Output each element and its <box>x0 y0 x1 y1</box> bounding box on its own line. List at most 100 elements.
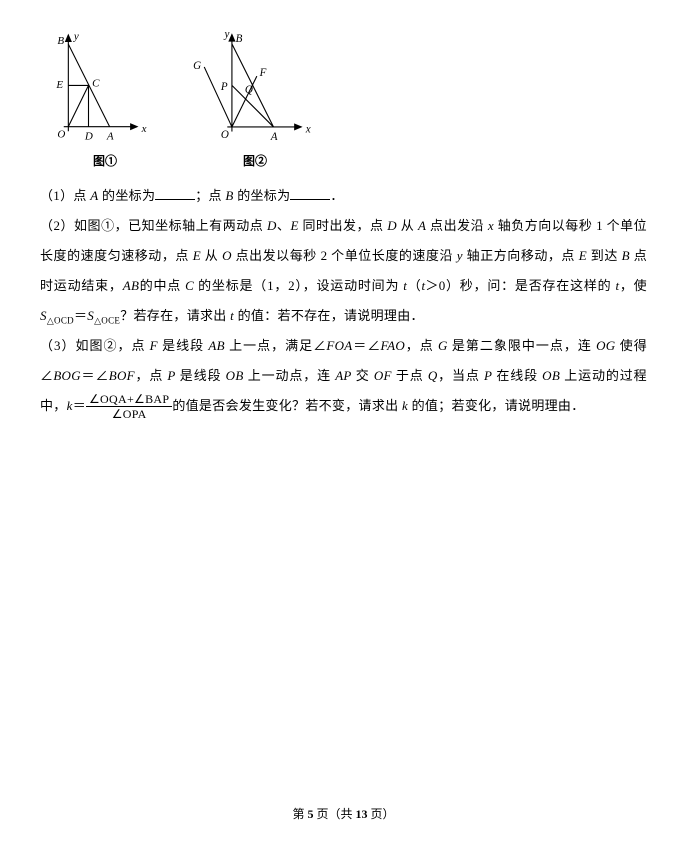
p1-t: ． <box>330 188 343 203</box>
t: 的值：若不存在，请说明理由． <box>234 308 424 323</box>
problem-3: （3）如图②，点 F 是线段 AB 上一点，满足∠FOA＝∠FAO，点 G 是第… <box>40 331 647 421</box>
t: ？若存在，请求出 <box>120 308 230 323</box>
sub: △OCE <box>94 315 120 325</box>
p1-text: （1）点 <box>40 188 90 203</box>
footer-prefix: 第 <box>292 807 307 821</box>
t: 到达 <box>587 248 622 263</box>
t: ＝ <box>81 368 95 383</box>
v: E <box>290 218 298 233</box>
t: ，当点 <box>438 368 484 383</box>
footer-suffix: 页） <box>368 807 395 821</box>
p1-t: ；点 <box>195 188 225 203</box>
t: 点出发以每秒 2 个单位长度的速度沿 <box>232 248 457 263</box>
v: F <box>150 338 158 353</box>
v: C <box>185 278 194 293</box>
blank-A <box>155 187 195 200</box>
v: O <box>222 248 232 263</box>
svg-text:O: O <box>57 129 65 141</box>
svg-text:x: x <box>141 123 147 135</box>
svg-text:A: A <box>106 131 114 143</box>
frac-den: ∠OPA <box>86 407 172 420</box>
v: BOG <box>53 368 81 383</box>
t: 是线段 <box>176 368 226 383</box>
sub: △OCD <box>47 315 74 325</box>
t: 轴正方向移动，点 <box>463 248 579 263</box>
svg-text:D: D <box>84 131 93 143</box>
problem-2: （2）如图①，已知坐标轴上有两动点 D、E 同时出发，点 D 从 A 点出发沿 … <box>40 211 647 331</box>
t: 于点 <box>392 368 428 383</box>
v: AB <box>123 278 139 293</box>
page-content: O A x B y D E C 图① <box>0 0 687 421</box>
t: ＞0）秒，问：是否存在这样的 <box>425 278 615 293</box>
v: OG <box>596 338 615 353</box>
figure-2-svg: O A x B y G P Q F <box>190 30 320 150</box>
v: B <box>622 248 630 263</box>
svg-text:C: C <box>92 77 100 89</box>
svg-text:y: y <box>224 30 230 40</box>
frac-num: ∠OQA+∠BAP <box>86 393 172 407</box>
page-footer: 第 5 页（共 13 页） <box>0 805 687 822</box>
v: FOA <box>326 338 352 353</box>
t: 的坐标是（1，2），设运动时间为 <box>194 278 403 293</box>
t: （2）如图①，已知坐标轴上有两动点 <box>40 218 267 233</box>
t: 交 <box>352 368 374 383</box>
t: 从 <box>397 218 418 233</box>
figures-row: O A x B y D E C 图① <box>50 30 647 169</box>
svg-text:E: E <box>55 79 63 91</box>
t: ，点 <box>405 338 438 353</box>
figure-2-label: 图② <box>243 152 267 169</box>
t: 是线段 <box>158 338 208 353</box>
svg-text:x: x <box>305 123 311 135</box>
v: OB <box>542 368 560 383</box>
t: 的中点 <box>139 278 185 293</box>
t: ＝ <box>74 308 87 323</box>
t: ＝ <box>73 398 86 413</box>
footer-mid: 页（共 <box>313 807 355 821</box>
t: 的值；若变化，请说明理由． <box>408 398 584 413</box>
p1-B: B <box>225 188 233 203</box>
figure-1-cell: O A x B y D E C 图① <box>50 30 160 169</box>
t: ，点 <box>135 368 168 383</box>
v: G <box>438 338 448 353</box>
t: 是第二象限中一点，连 <box>448 338 596 353</box>
figure-1-label: 图① <box>93 152 117 169</box>
t: 从 <box>201 248 222 263</box>
svg-text:B: B <box>236 33 243 45</box>
p1-t: 的坐标为 <box>234 188 291 203</box>
svg-text:P: P <box>220 81 228 93</box>
t: ＝ <box>353 338 368 353</box>
figure-2-cell: O A x B y G P Q F 图② <box>190 30 320 169</box>
t: 上一动点，连 <box>244 368 336 383</box>
svg-text:y: y <box>73 31 79 43</box>
t: ∠ <box>95 368 108 383</box>
footer-total: 13 <box>356 807 368 821</box>
t: 点出发沿 <box>426 218 488 233</box>
v: AB <box>208 338 224 353</box>
v: D <box>267 218 277 233</box>
v: AP <box>335 368 351 383</box>
svg-text:B: B <box>57 35 64 47</box>
svg-text:F: F <box>259 67 267 79</box>
problem-1: （1）点 A 的坐标为；点 B 的坐标为． <box>40 181 647 211</box>
v: OB <box>226 368 244 383</box>
t: 的值是否会发生变化？若不变，请求出 <box>172 398 402 413</box>
t: 在线段 <box>492 368 542 383</box>
t: ，使 <box>619 278 647 293</box>
t: （ <box>407 278 421 293</box>
t: 同时出发，点 <box>299 218 388 233</box>
v: FAO <box>381 338 406 353</box>
svg-text:A: A <box>270 131 278 143</box>
svg-text:O: O <box>221 129 229 141</box>
fraction: ∠OQA+∠BAP∠OPA <box>86 393 172 420</box>
v: E <box>193 248 201 263</box>
v: BOF <box>109 368 135 383</box>
v: S <box>40 308 47 323</box>
figure-1-svg: O A x B y D E C <box>50 30 160 150</box>
t: 、 <box>277 218 291 233</box>
t: （3）如图②，点 <box>40 338 150 353</box>
t: 上一点，满足∠ <box>225 338 327 353</box>
t: ∠ <box>367 338 380 353</box>
v: D <box>387 218 397 233</box>
v: OF <box>374 368 392 383</box>
svg-text:Q: Q <box>245 84 253 96</box>
